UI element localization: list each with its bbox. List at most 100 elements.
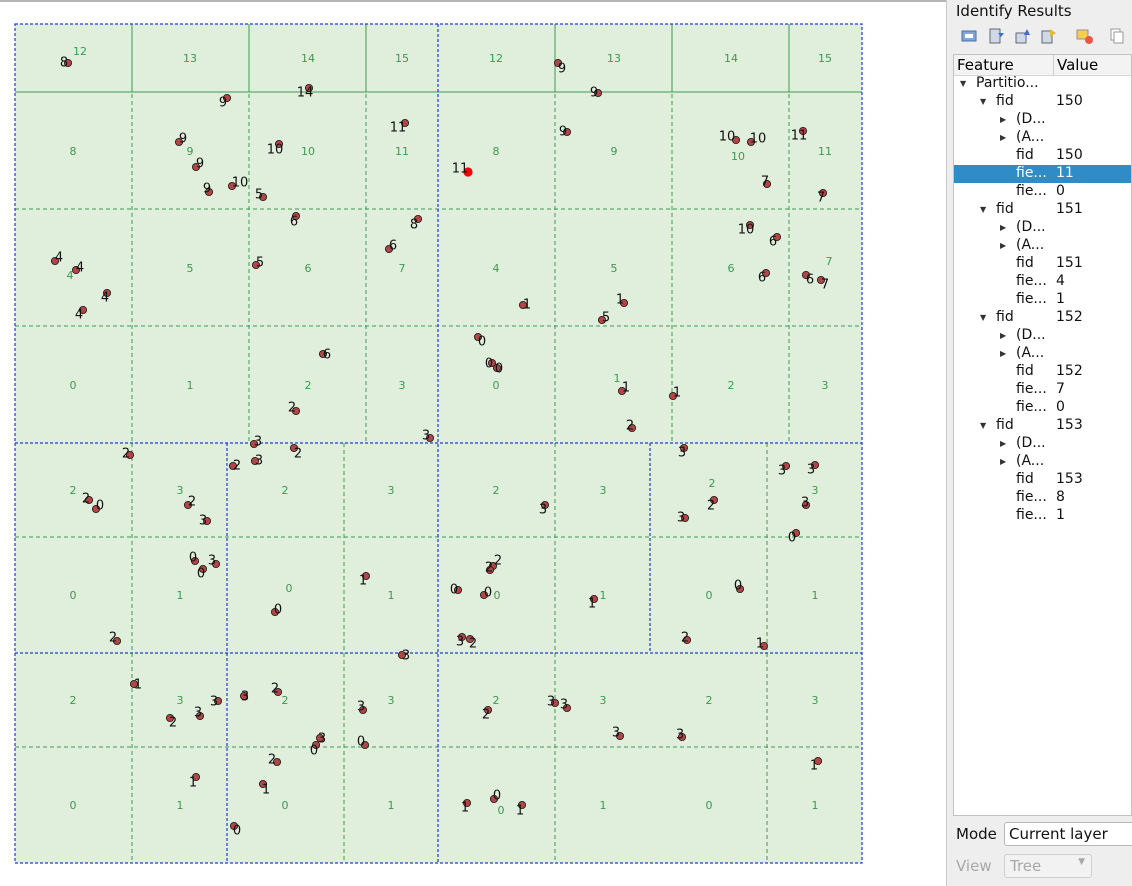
feature-point[interactable]: 3 [239,690,249,705]
feature-point[interactable]: 10 [719,130,741,145]
feature-point[interactable]: 0 [489,789,501,804]
feature-point[interactable]: 10 [227,176,248,191]
expanded-arrow-icon[interactable]: ▼ [980,205,987,214]
feature-point[interactable]: 2 [271,682,283,697]
point-marker[interactable] [589,594,599,604]
feature-point[interactable]: 0 [485,357,497,372]
point-marker[interactable] [195,711,205,721]
feature-point[interactable]: 0 [310,740,321,759]
point-marker[interactable] [311,740,321,750]
tree-row[interactable]: fie... 1 [954,507,1131,525]
feature-point[interactable]: 1 [461,798,472,816]
feature-point[interactable]: 1 [258,779,270,798]
collapsed-arrow-icon[interactable]: ▶ [1000,331,1007,340]
point-marker[interactable] [668,391,678,401]
feature-point[interactable]: 4 [101,288,112,306]
point-marker[interactable] [483,705,493,715]
point-marker[interactable] [360,740,370,750]
feature-point[interactable]: 2 [109,631,122,646]
point-marker[interactable] [190,556,200,566]
tree-row[interactable]: fid 151 [954,255,1131,273]
point-marker[interactable] [358,705,368,715]
feature-point[interactable]: 3 [778,461,791,479]
feature-point[interactable]: 2 [485,561,495,576]
tree-row[interactable]: ▼ fid 152 [954,309,1131,327]
point-marker[interactable] [597,315,607,325]
point-marker[interactable] [762,179,772,189]
feature-point[interactable]: 9 [559,125,572,140]
feature-point[interactable]: 3 [678,443,689,461]
collapsed-arrow-icon[interactable]: ▶ [1000,223,1007,232]
feature-point[interactable]: 3 [539,500,550,518]
clear-highlight-icon[interactable] [1076,27,1094,45]
feature-point[interactable]: 10 [267,139,284,158]
results-tree[interactable]: Feature Value ▼ Partitio... ▼ fid 150 ▶ (D... ▶… [953,54,1132,816]
feature-point[interactable]: 3 [208,554,221,569]
feature-point[interactable]: 14 [297,83,314,101]
feature-point[interactable]: 9 [174,132,187,147]
feature-point[interactable]: 6 [758,268,771,286]
feature-point[interactable]: 2 [288,401,301,416]
feature-point[interactable]: 3 [422,429,435,444]
collapsed-arrow-icon[interactable]: ▶ [1000,241,1007,250]
point-marker[interactable] [274,139,284,149]
feature-point[interactable]: 0 [734,579,745,594]
feature-point[interactable]: 10 [746,132,766,147]
point-marker[interactable] [479,590,489,600]
tree-row[interactable]: ▼ Partitio... [954,75,1131,93]
feature-point[interactable]: 3 [547,695,560,710]
point-marker[interactable] [731,135,741,145]
feature-point[interactable]: 6 [318,348,331,363]
feature-point[interactable]: 5 [597,311,610,326]
point-marker[interactable] [810,460,820,470]
point-marker[interactable] [680,513,690,523]
point-marker[interactable] [677,732,687,742]
mode-select[interactable]: Current layer [1004,822,1132,846]
collapsed-arrow-icon[interactable]: ▶ [1000,133,1007,142]
point-marker[interactable] [102,288,112,298]
feature-point[interactable]: 0 [91,499,104,514]
tree-row[interactable]: ▶ (D... [954,219,1131,237]
point-marker[interactable] [818,188,828,198]
feature-point[interactable]: 0 [229,821,241,839]
expanded-arrow-icon[interactable]: ▼ [980,313,987,322]
point-marker[interactable] [165,713,175,723]
point-marker[interactable] [682,635,692,645]
tree-row[interactable]: fie... 7 [954,381,1131,399]
point-marker[interactable] [174,137,184,147]
tree-row[interactable]: ▼ fid 153 [954,417,1131,435]
feature-point[interactable]: 3 [315,732,326,747]
feature-point[interactable]: 3 [807,460,820,478]
point-marker[interactable] [213,696,223,706]
feature-point[interactable]: 4 [75,305,88,323]
feature-point[interactable]: 9 [203,182,214,197]
feature-point[interactable]: 5 [251,256,264,271]
feature-point[interactable]: 4 [50,251,63,266]
point-marker[interactable] [204,187,214,197]
point-marker[interactable] [125,450,135,460]
point-marker[interactable] [781,461,791,471]
tree-row[interactable]: fid 150 [954,147,1131,165]
feature-point[interactable]: 1 [588,594,599,612]
point-marker[interactable] [291,211,301,221]
tree-row[interactable]: fie... 0 [954,183,1131,201]
point-marker[interactable] [550,698,560,708]
point-marker[interactable] [485,565,495,575]
feature-point[interactable]: 6 [801,270,814,288]
point-marker[interactable] [183,500,193,510]
point-marker[interactable] [553,58,563,68]
view-select[interactable]: Tree ▼ [1004,854,1092,878]
feature-point[interactable]: 1 [756,637,769,652]
point-marker[interactable] [813,756,823,766]
point-marker[interactable] [518,300,528,310]
point-marker[interactable] [198,564,208,574]
feature-point[interactable]: 1 [518,298,531,313]
feature-column-header[interactable]: Feature [957,56,1014,74]
point-marker[interactable] [318,349,328,359]
point-marker[interactable] [487,358,497,368]
tree-row[interactable]: fie... 8 [954,489,1131,507]
collapsed-arrow-icon[interactable]: ▶ [1000,457,1007,466]
tree-row-selected[interactable]: fie... 11 [954,165,1131,183]
feature-point[interactable]: 0 [197,564,208,582]
feature-point[interactable]: 2 [268,753,282,768]
